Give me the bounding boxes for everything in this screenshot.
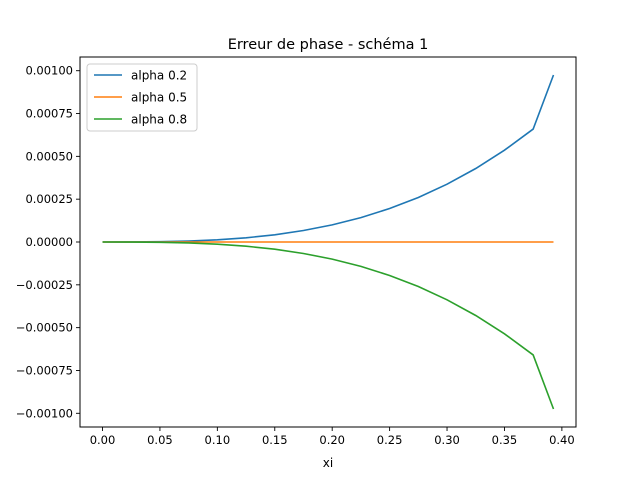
x-tick-label: 0.10 [205,433,231,447]
chart-title: Erreur de phase - schéma 1 [228,37,429,53]
x-tick-label: 0.25 [377,433,403,447]
y-tick-label: −0.00100 [16,406,73,420]
y-tick-label: 0.00000 [25,235,73,249]
y-tick-label: 0.00050 [25,149,73,163]
series-line-3 [102,241,555,410]
x-tick-label: 0.35 [492,433,518,447]
y-tick-label: 0.00025 [25,192,73,206]
x-tick-label: 0.20 [319,433,345,447]
legend: alpha 0.2 alpha 0.5 alpha 0.8 [86,63,198,132]
y-tick-label: 0.00100 [25,64,73,78]
x-tick-label: 0.00 [90,433,116,447]
y-tick-label: −0.00075 [16,363,73,377]
x-tick-label: 0.30 [434,433,460,447]
legend-label-2: alpha 0.5 [131,91,187,105]
y-tick-label: 0.00075 [25,107,73,121]
y-tick-label: −0.00025 [16,278,73,292]
x-tick-label: 0.05 [147,433,173,447]
x-tick-label: 0.15 [262,433,288,447]
legend-label-1: alpha 0.2 [131,69,187,83]
axes-frame [79,56,577,428]
legend-box [86,63,198,132]
plot-area [102,74,555,410]
axis-ticks: 0.00 0.05 0.10 0.15 0.20 0.25 0.30 0.35 0.40 −0.0… [16,64,575,447]
x-axis-label: xi [323,456,333,470]
legend-label-3: alpha 0.8 [131,113,187,127]
x-tick-label: 0.40 [549,433,575,447]
y-tick-label: −0.00050 [16,321,73,335]
